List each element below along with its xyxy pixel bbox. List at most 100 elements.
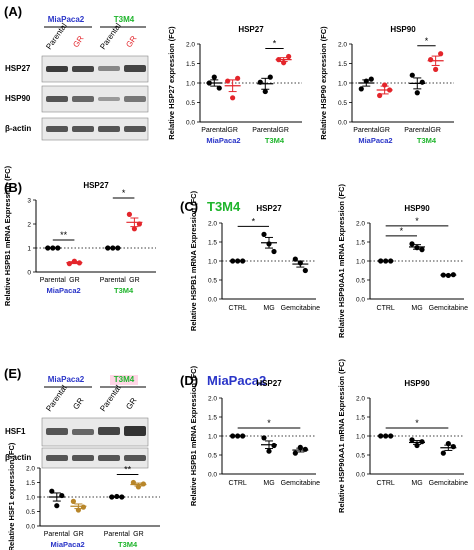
group-label: T3M4 [118,540,138,549]
data-point [302,446,308,452]
y-tick-label: 0.5 [338,100,347,107]
band [46,66,68,72]
x-tick-label: Parental [353,127,380,134]
group-label: MiaPaca2 [358,136,392,145]
chart-c-hsp90: HSP90 0.0 0.5 1.0 1.5 2.0 Relative HSP90AA1 mR… [337,184,468,338]
data-point [235,75,241,81]
data-point [409,437,415,443]
band [124,426,146,436]
data-point [276,57,282,63]
data-point [450,444,456,450]
group-label: MiaPaca2 [206,136,240,145]
data-point [271,442,277,449]
x-tick-label: Gemcitabine [281,480,320,487]
blot-e-line-t3m4: T3M4 [114,375,135,384]
band [72,429,94,435]
data-point [230,258,236,264]
blot-e-lane-1: Parental [44,383,69,413]
blot-a-line-miapaca2: MiaPaca2 [48,15,85,24]
data-point [409,72,415,78]
x-tick-label: GR [379,127,390,134]
band [72,126,94,132]
data-point [388,433,394,439]
significance-label: ** [124,465,132,475]
y-tick-label: 0.5 [26,509,35,516]
panel-label-b: (B) [4,180,22,195]
data-point [75,507,81,513]
data-point [216,85,222,91]
significance-label: * [122,188,126,198]
group-label: T3M4 [417,136,437,145]
data-point [50,245,56,251]
significance-label: * [415,216,419,226]
band [124,126,146,132]
data-point [105,245,111,251]
y-tick-label: 0.5 [356,278,365,285]
data-point [76,260,82,266]
data-point [240,433,246,439]
chart-title: HSP27 [256,204,282,213]
x-tick-label: GR [430,127,441,134]
band [72,455,94,461]
significance-label: * [415,418,419,428]
data-point [130,479,136,486]
chart-title: HSP27 [256,379,282,388]
x-tick-label: CTRL [377,480,395,487]
data-point [55,245,61,251]
y-tick-label: 0.5 [208,453,217,460]
chart-title: HSP27 [238,25,264,34]
data-point [358,86,364,92]
y-axis-label: Relative HSP27 expression (FC) [167,26,176,140]
data-point [136,221,142,227]
blot-e-line-highlight [110,375,138,385]
chart-d-hsp27: HSP27 0.0 0.5 1.0 1.5 2.0 Relative HSPB1 mRNA … [189,365,320,506]
data-point [80,504,86,510]
data-point [114,493,120,500]
x-tick-label: CTRL [377,305,395,312]
data-point [266,241,272,247]
chart-d-hsp90: HSP90 0.0 0.5 1.0 1.5 2.0 Relative HSP90AA1 mR… [337,359,468,513]
chart-b-hsp27: HSP27 0 1 2 3 Relative HSPB1 mRNA Expression … [3,165,156,306]
data-point [450,272,456,278]
y-tick-label: 0.0 [356,472,365,479]
y-axis-label: Relative HSP90 expression (FC) [319,26,328,140]
data-point [382,82,388,88]
x-tick-label: GR [278,127,289,134]
data-point [428,57,434,63]
data-point [240,258,246,264]
x-tick-label: Parental [40,277,67,284]
data-point [66,261,72,267]
blot-e-lane-2: GR [71,396,85,411]
data-point [70,498,76,504]
data-point [292,256,298,262]
y-tick-label: 2.0 [356,396,365,403]
data-point [445,441,451,447]
x-tick-label: MG [263,305,274,312]
blot-e-strip-bactin [41,447,149,469]
y-tick-label: 3 [27,198,31,205]
y-tick-label: 0.5 [186,100,195,107]
x-tick-label: CTRL [229,305,247,312]
x-tick-label: MG [411,305,422,312]
western-blot-a: MiaPaca2 T3M4 Parental GR Parental GR HS… [5,15,149,141]
band [72,66,94,72]
data-point [363,78,369,84]
y-axis-label: Relative HSP90AA1 mRNA Expression (FC) [337,184,346,338]
data-point [230,433,236,439]
panel-label-c: (C) [180,199,198,214]
significance-label: * [400,226,404,236]
data-point [49,488,55,494]
x-tick-label: MG [263,480,274,487]
data-point [286,53,292,60]
data-point [377,92,383,99]
data-point [387,87,393,93]
chart-e-hsf1: 0.0 0.5 1.0 1.5 2.0 Relative HSF1 expression … [7,442,160,550]
y-axis-label: Relative HSF1 expression (FC) [7,442,16,550]
y-tick-label: 0.0 [26,524,35,531]
data-point [440,450,446,456]
band [46,126,68,132]
x-tick-label: Parental [104,531,131,538]
y-tick-label: 1.0 [26,495,35,502]
blot-a-band-label-hsp27: HSP27 [5,64,31,73]
